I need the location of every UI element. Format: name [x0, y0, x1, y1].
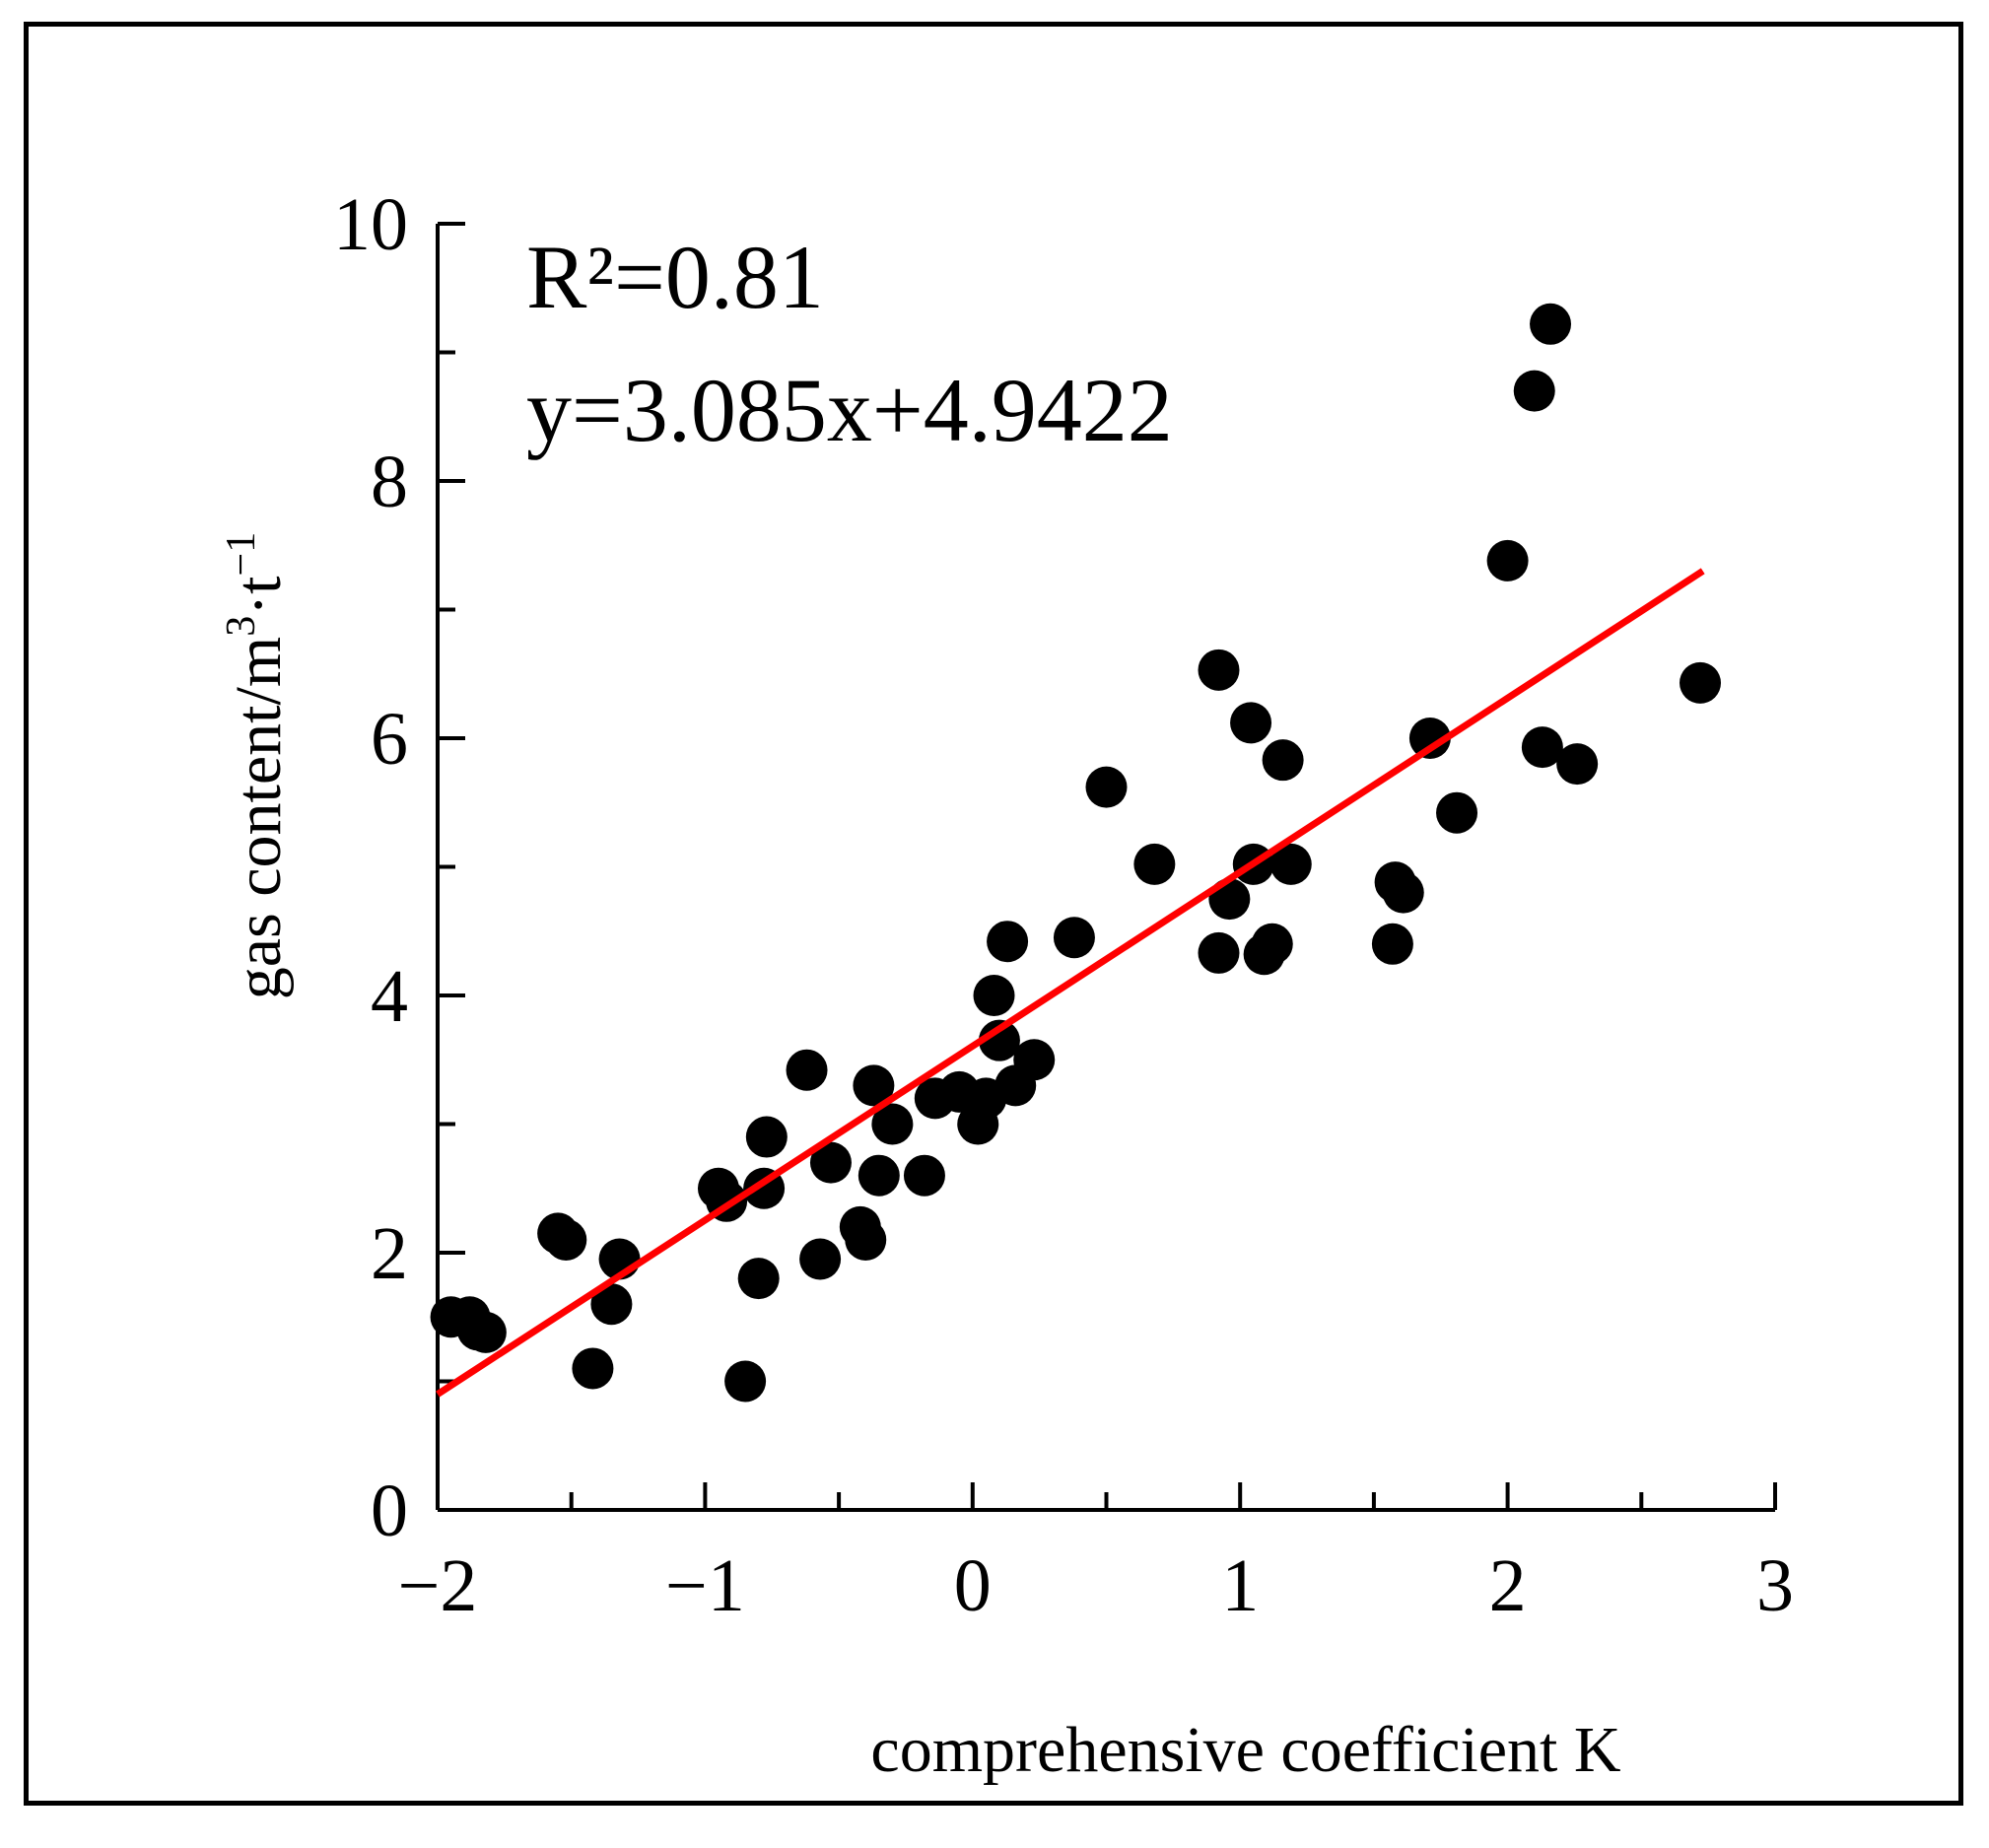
y-tick-label: 2 — [371, 1212, 408, 1295]
data-point — [857, 1154, 900, 1197]
data-point — [809, 1141, 852, 1184]
data-point — [1530, 303, 1572, 345]
y-tick-label: 4 — [371, 955, 408, 1038]
data-point — [1230, 702, 1272, 744]
data-point — [1053, 917, 1095, 959]
data-point — [978, 1019, 1020, 1061]
x-tick-label: −2 — [398, 1544, 478, 1627]
data-point — [786, 1049, 828, 1091]
data-point — [845, 1218, 887, 1261]
data-point — [1486, 539, 1529, 582]
x-tick-label: 1 — [1221, 1544, 1259, 1627]
data-point — [1269, 843, 1312, 885]
y-tick-label: 0 — [371, 1470, 408, 1552]
data-point — [737, 1258, 780, 1300]
data-point — [1436, 791, 1478, 834]
data-point — [1013, 1039, 1056, 1081]
data-point — [973, 975, 1015, 1016]
data-point — [724, 1360, 767, 1403]
y-axis-title-sup2: −1 — [219, 532, 264, 577]
data-point — [1262, 739, 1304, 782]
data-point — [1198, 649, 1240, 691]
data-point — [1198, 931, 1240, 974]
tick-labels: −2 −1 0 1 2 3 0 2 4 6 8 10 — [333, 183, 1794, 1627]
x-tick-label: 3 — [1756, 1544, 1794, 1627]
data-point — [1408, 718, 1451, 759]
data-point — [1133, 843, 1176, 885]
data-point — [871, 1103, 914, 1145]
data-point — [1382, 871, 1424, 914]
r-squared-annotation: R²=0.81 — [526, 227, 824, 327]
data-point — [1371, 923, 1413, 965]
data-point — [1251, 923, 1293, 965]
x-tick-label: 2 — [1489, 1544, 1527, 1627]
data-point — [464, 1311, 507, 1353]
y-tick-label: 8 — [371, 441, 408, 523]
x-tick-label: −1 — [665, 1544, 745, 1627]
regression-line — [436, 568, 1705, 1398]
data-point — [1085, 766, 1128, 808]
figure-frame: −2 −1 0 1 2 3 0 2 4 6 8 10 R²=0.81 y=3.085x+4.9422 … — [24, 22, 1963, 1806]
ticks — [436, 222, 1777, 1512]
data-point — [590, 1283, 633, 1326]
data-point — [1513, 370, 1555, 412]
y-axis-title-mid: ·t — [223, 576, 295, 615]
data-point — [903, 1154, 945, 1197]
y-axis-title-base: gas content/m — [223, 637, 295, 999]
y-tick-label: 6 — [371, 698, 408, 781]
data-point — [745, 1116, 788, 1158]
data-point — [1680, 661, 1722, 704]
data-point — [545, 1218, 587, 1261]
x-axis-title: comprehensive coefficient K — [870, 1714, 1620, 1786]
data-point — [572, 1347, 614, 1390]
y-tick-label: 10 — [333, 183, 408, 266]
y-axis-title: gas content/m3·t−1 — [219, 532, 295, 999]
data-point — [853, 1064, 895, 1107]
data-point — [1521, 726, 1563, 769]
regression-equation: y=3.085x+4.9422 — [526, 360, 1173, 460]
data-point — [987, 921, 1029, 963]
data-point — [799, 1238, 842, 1280]
y-axis-title-sup1: 3 — [219, 616, 264, 637]
data-point — [1556, 743, 1599, 786]
fit-line-group — [436, 568, 1705, 1398]
x-tick-label: 0 — [954, 1544, 992, 1627]
data-points — [430, 303, 1722, 1403]
